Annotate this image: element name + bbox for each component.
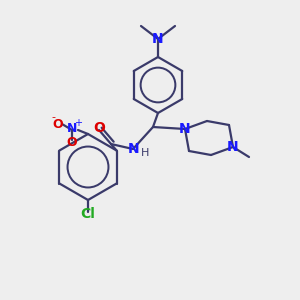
Text: +: + [74, 118, 82, 128]
Text: N: N [179, 122, 191, 136]
Text: O: O [53, 118, 63, 130]
Text: O: O [67, 136, 77, 148]
Text: N: N [67, 122, 77, 136]
Text: -: - [51, 112, 55, 122]
Text: H: H [141, 148, 149, 158]
Text: N: N [128, 142, 140, 156]
Text: N: N [152, 32, 164, 46]
Text: O: O [93, 121, 105, 135]
Text: N: N [227, 140, 239, 154]
Text: Cl: Cl [81, 207, 95, 221]
